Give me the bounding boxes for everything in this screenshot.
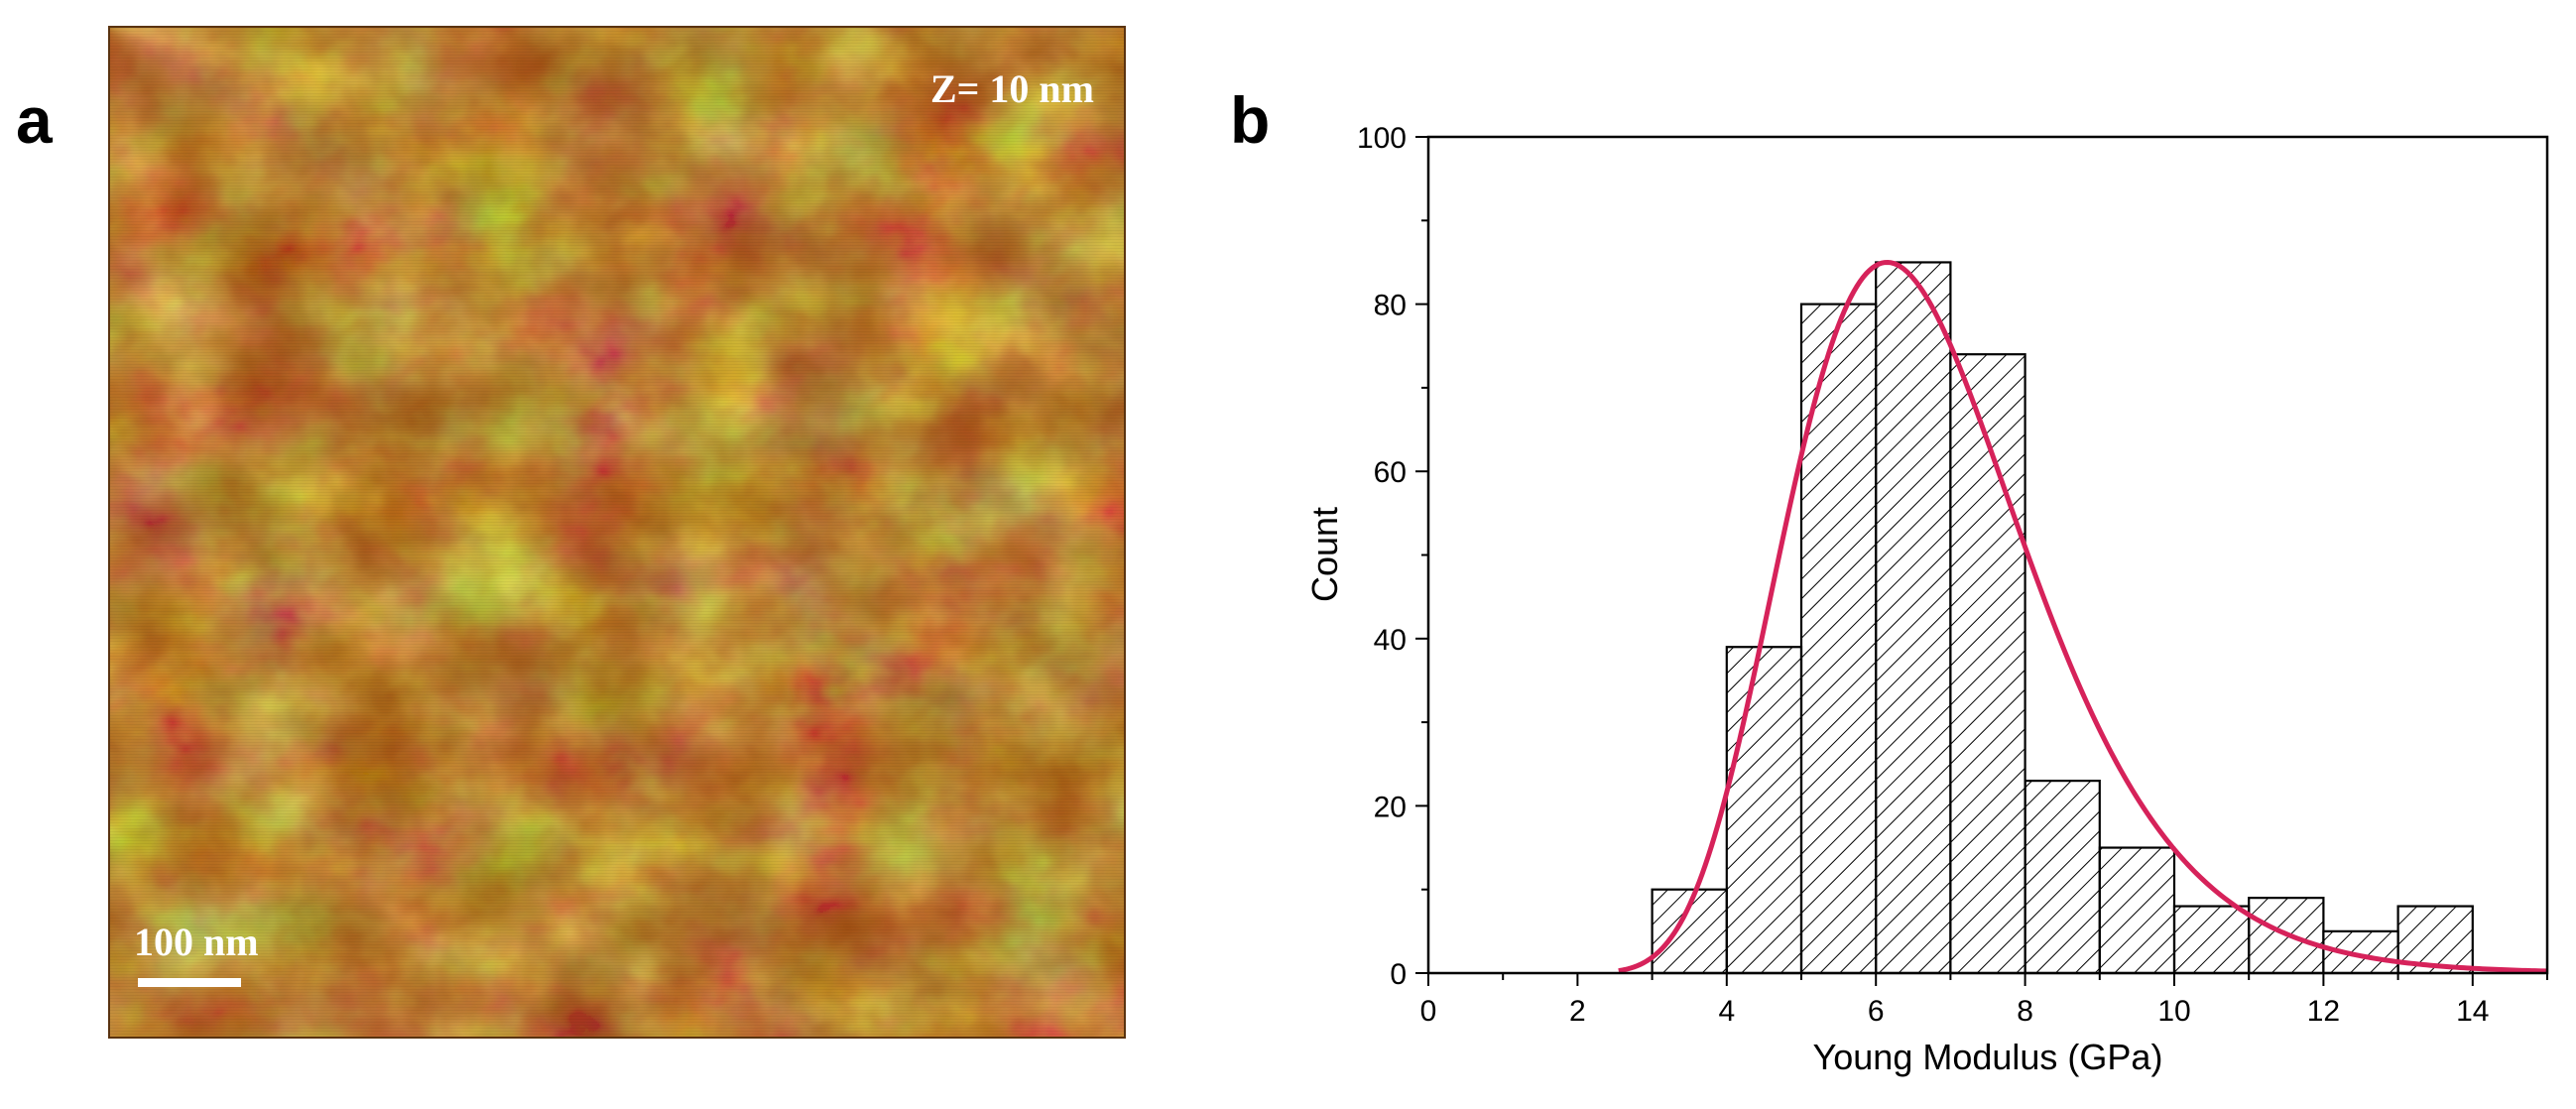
y-tick-label-100: 100 <box>1357 122 1407 155</box>
y-tick-label-0: 0 <box>1390 958 1407 991</box>
panel-a-label: a <box>16 83 53 157</box>
fit-curve-group <box>1618 259 2547 973</box>
panel-b-label: b <box>1230 83 1271 157</box>
histogram-bar-4 <box>1875 261 1952 975</box>
axis-ticks: 0 2 4 6 8 10 12 14 0 20 40 60 80 100 <box>1357 122 2548 1028</box>
histogram-bar-8 <box>2172 905 2251 975</box>
afm-texture <box>110 28 1124 1037</box>
histogram-bar-6 <box>2024 780 2101 975</box>
y-tick-label-80: 80 <box>1374 290 1407 322</box>
x-tick-label-12: 12 <box>2307 995 2340 1028</box>
scale-bar <box>138 978 241 987</box>
y-axis-title: Count <box>1304 507 1345 602</box>
histogram-bars <box>1651 261 2474 975</box>
x-tick-label-8: 8 <box>2017 995 2033 1028</box>
fit-curve <box>1618 259 2547 973</box>
histogram-bar-2 <box>1725 646 1803 975</box>
scale-bar-label: 100 nm <box>134 920 259 964</box>
x-tick-label-4: 4 <box>1718 995 1735 1028</box>
histogram-bar-7 <box>2098 846 2176 975</box>
x-tick-label-10: 10 <box>2157 995 2190 1028</box>
z-scale-label: Z= 10 nm <box>929 66 1094 111</box>
x-tick-label-6: 6 <box>1868 995 1885 1028</box>
afm-height-image: Z= 10 nm 100 nm <box>108 26 1126 1039</box>
y-tick-label-20: 20 <box>1374 791 1407 823</box>
x-tick-label-2: 2 <box>1569 995 1586 1028</box>
y-tick-label-60: 60 <box>1374 456 1407 489</box>
x-tick-label-14: 14 <box>2456 995 2489 1028</box>
afm-scanlines <box>110 28 1124 1037</box>
young-modulus-histogram: 0 2 4 6 8 10 12 14 0 20 40 60 80 100 Young Modulus (G… <box>1304 122 2549 1077</box>
x-tick-label-0: 0 <box>1420 995 1437 1028</box>
y-tick-label-40: 40 <box>1374 624 1407 657</box>
x-axis-title: Young Modulus (GPa) <box>1813 1037 2163 1077</box>
